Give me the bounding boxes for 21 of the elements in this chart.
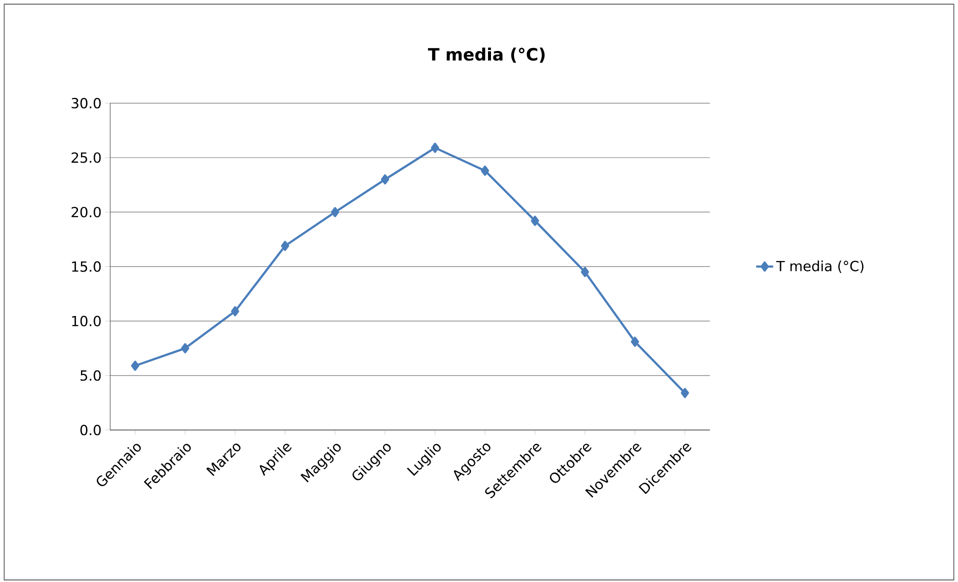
chart-title: T media (°C) [428, 48, 545, 63]
y-tick-label: 25.0 [72, 152, 101, 163]
point [580, 266, 590, 278]
point [530, 216, 540, 226]
point [281, 240, 290, 251]
point [231, 306, 240, 316]
y-tick-label: 30.0 [72, 98, 101, 108]
y-tick-label: 5.0 [80, 370, 101, 381]
y-tick-label: 20.0 [72, 206, 101, 218]
y-tick-label: 0.0 [80, 424, 101, 436]
point [630, 336, 640, 347]
y-tick-label: 10.0 [72, 316, 101, 326]
point [181, 343, 190, 354]
point [330, 206, 340, 218]
point [430, 142, 440, 153]
point [131, 360, 140, 371]
point [480, 166, 490, 176]
y-tick-label: 15.0 [72, 261, 101, 272]
point [380, 174, 390, 184]
legend-label: T media (°C) [776, 260, 864, 273]
point [680, 388, 690, 398]
